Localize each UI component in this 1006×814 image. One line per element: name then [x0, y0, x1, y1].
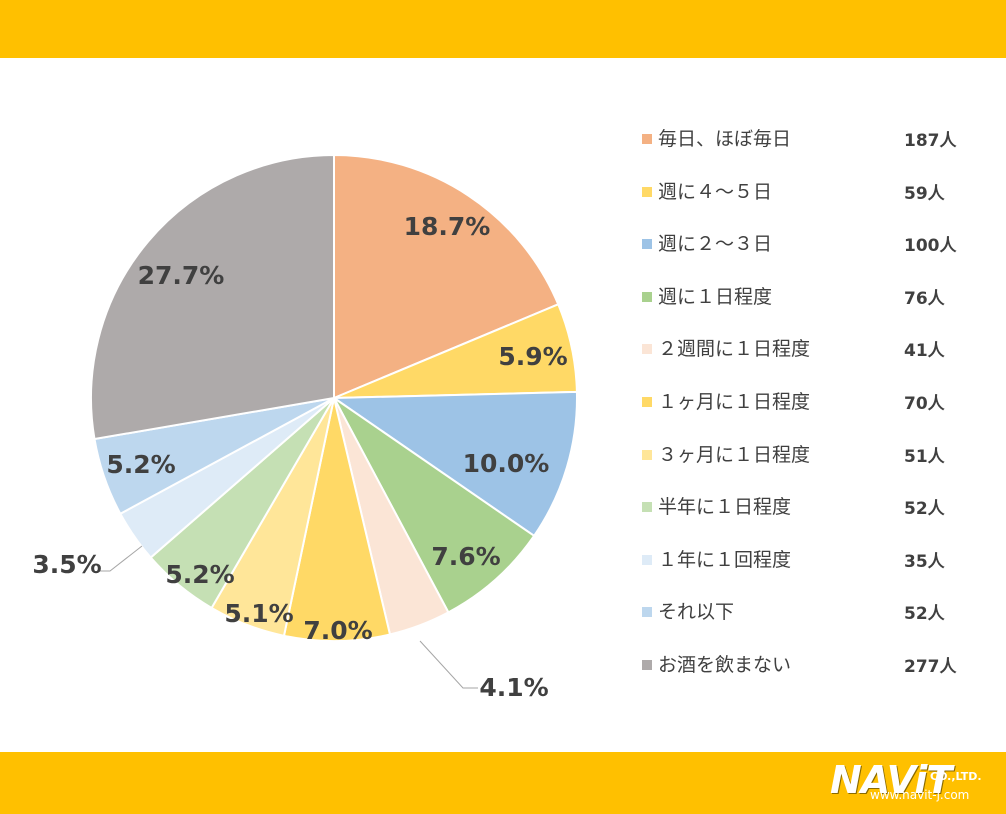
data-label: 7.6%	[431, 542, 500, 571]
legend-entry: ３ヶ月に１日程度 51人	[636, 428, 976, 481]
legend-count: 51人	[904, 446, 945, 467]
legend-swatch	[642, 291, 652, 302]
data-label: 18.7%	[404, 212, 491, 241]
pie-slice	[333, 397, 536, 614]
legend-swatch	[642, 659, 652, 670]
legend-swatch	[642, 134, 652, 144]
legend-label: 毎日、ほぼ毎日	[658, 128, 792, 150]
legend-entry: ２週間に１日程度 41人	[636, 322, 976, 375]
data-label: 4.1%	[479, 673, 548, 702]
legend-count: 187人	[904, 131, 957, 151]
legend-count: 100人	[904, 236, 957, 257]
legend-label: １ヶ月に１日程度	[658, 390, 811, 413]
data-label: 3.5%	[32, 550, 101, 579]
legend-entry: 毎日、ほぼ毎日 187人	[636, 112, 976, 165]
bottom-banner	[0, 752, 1006, 814]
legend-swatch	[642, 607, 652, 618]
legend-count: 277人	[904, 656, 957, 677]
legend-label: ２週間に１日程度	[658, 338, 811, 361]
data-label: 27.7%	[138, 261, 225, 290]
legend-entry: １年に１回程度 35人	[636, 533, 976, 586]
legend-label: お酒を飲まない	[658, 653, 792, 676]
data-label: 5.2%	[165, 560, 234, 589]
legend-swatch	[642, 344, 652, 355]
legend-entry: 週に４～５日 59人	[636, 165, 976, 218]
legend: 毎日、ほぼ毎日 187人週に４～５日 59人週に２～３日 100人週に１日程度 76人 ２…	[636, 112, 976, 691]
leader-line	[100, 545, 143, 572]
legend-label: ３ヶ月に１日程度	[658, 443, 811, 466]
legend-entry: お酒を飲まない 277人	[636, 638, 976, 691]
legend-entry: １ヶ月に１日程度 70人	[636, 375, 976, 428]
legend-swatch	[642, 449, 652, 460]
legend-count: 52人	[904, 604, 945, 625]
data-label: 5.2%	[106, 450, 175, 479]
data-label: 7.0%	[303, 616, 372, 645]
logo-url: www.navit-j.com	[870, 788, 970, 802]
legend-label: 半年に１日程度	[658, 496, 792, 519]
legend-swatch	[642, 186, 652, 197]
legend-entry: 半年に１日程度 52人	[636, 480, 976, 533]
legend-swatch	[642, 554, 652, 565]
legend-entry: 週に１日程度 76人	[636, 270, 976, 323]
legend-label: 週に４～５日	[658, 180, 773, 203]
legend-entry: 週に２～３日 100人	[636, 217, 976, 270]
pie-slice	[282, 397, 392, 642]
logo-company-suffix: CO.,LTD.	[930, 770, 982, 783]
leader-line	[419, 640, 478, 689]
legend-count: 41人	[904, 341, 945, 362]
legend-count: 76人	[904, 288, 945, 309]
legend-label: それ以下	[658, 601, 735, 624]
top-banner	[0, 0, 1006, 58]
legend-entry: それ以下 52人	[636, 585, 976, 638]
pie-slice	[333, 153, 560, 400]
legend-count: 59人	[904, 183, 945, 204]
legend-swatch	[642, 239, 652, 250]
pie-slice	[90, 153, 335, 441]
legend-count: 70人	[904, 393, 945, 414]
logo-text: NAViT	[830, 758, 952, 802]
data-label: 5.9%	[498, 342, 567, 371]
data-label: 5.1%	[224, 599, 293, 628]
legend-label: 週に２～３日	[658, 233, 773, 256]
data-label: 10.0%	[463, 449, 550, 478]
legend-swatch	[642, 396, 652, 407]
company-logo: NAViT CO.,LTD. www.navit-j.com	[830, 758, 1000, 808]
legend-count: 52人	[904, 499, 945, 520]
legend-swatch	[642, 502, 652, 513]
legend-label: １年に１回程度	[658, 548, 792, 571]
legend-label: 週に１日程度	[658, 285, 773, 308]
legend-count: 35人	[904, 551, 945, 572]
pie-slice	[330, 390, 578, 538]
